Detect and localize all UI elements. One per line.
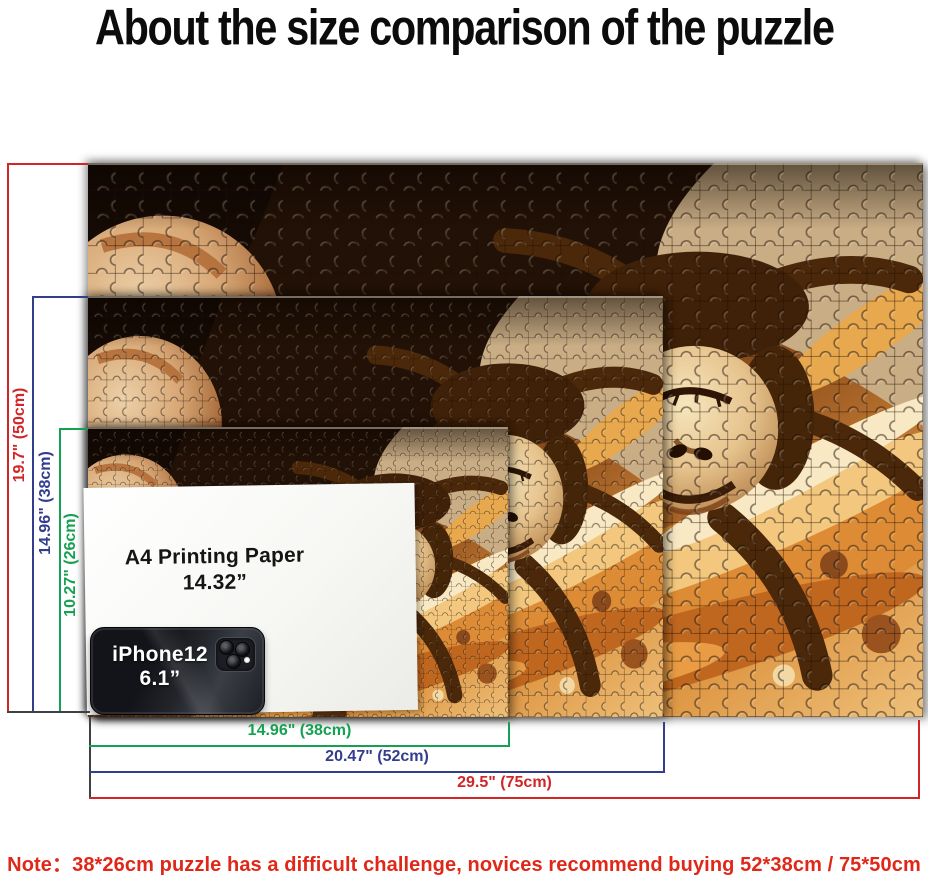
height-label-26cm: 10.27" (26cm) — [62, 513, 79, 617]
camera-module-icon — [215, 637, 256, 672]
a4-paper-label: A4 Printing Paper 14.32” — [94, 542, 335, 598]
puzzle-image-75x50cm — [88, 163, 923, 717]
width-label-75cm: 29.5" (75cm) — [457, 774, 552, 791]
iphone-label: iPhone12 6.1” — [99, 643, 221, 691]
width-label-38cm: 14.96" (38cm) — [247, 722, 352, 739]
iphone-size: 6.1” — [139, 667, 181, 691]
height-bracket-52x38-line — [32, 296, 34, 712]
iphone12-reference: iPhone12 6.1” — [90, 627, 265, 715]
width-bracket-52x38-tick — [663, 722, 665, 773]
width-bracket-52x38-line — [89, 771, 665, 773]
width-bracket-75x50-tick — [918, 720, 920, 799]
height-bracket-38x26-arm — [59, 428, 88, 430]
width-bracket-38x26-tick — [508, 722, 510, 747]
puzzle-image-38x26cm — [88, 427, 508, 717]
height-bracket-38x26-line — [59, 428, 61, 712]
iphone-name: iPhone12 — [112, 643, 208, 666]
page-title: About the size comparison of the puzzle — [94, 0, 835, 56]
height-bracket-75x50-line — [7, 163, 9, 712]
height-bracket-52x38-arm — [32, 296, 88, 298]
camera-lens-icon — [226, 654, 241, 669]
camera-lens-icon — [219, 640, 234, 655]
width-label-52cm: 20.47" (52cm) — [325, 748, 429, 765]
height-label-50cm: 19.7" (50cm) — [11, 387, 28, 483]
width-bracket-75x50-line — [89, 797, 920, 799]
baseline-segment — [7, 711, 90, 713]
a4-paper-name: A4 Printing Paper — [124, 543, 305, 570]
width-bracket-stem — [89, 717, 91, 799]
camera-flash-icon — [244, 657, 250, 663]
height-bracket-75x50-arm — [7, 163, 88, 165]
difficulty-note: Note：38*26cm puzzle has a difficult chal… — [7, 854, 921, 876]
a4-paper-size: 14.32” — [182, 570, 248, 595]
height-label-38cm: 14.96" (38cm) — [37, 451, 54, 555]
puzzle-image-52x38cm — [88, 296, 663, 717]
camera-lens-icon — [235, 642, 250, 657]
width-bracket-38x26-line — [89, 745, 510, 747]
